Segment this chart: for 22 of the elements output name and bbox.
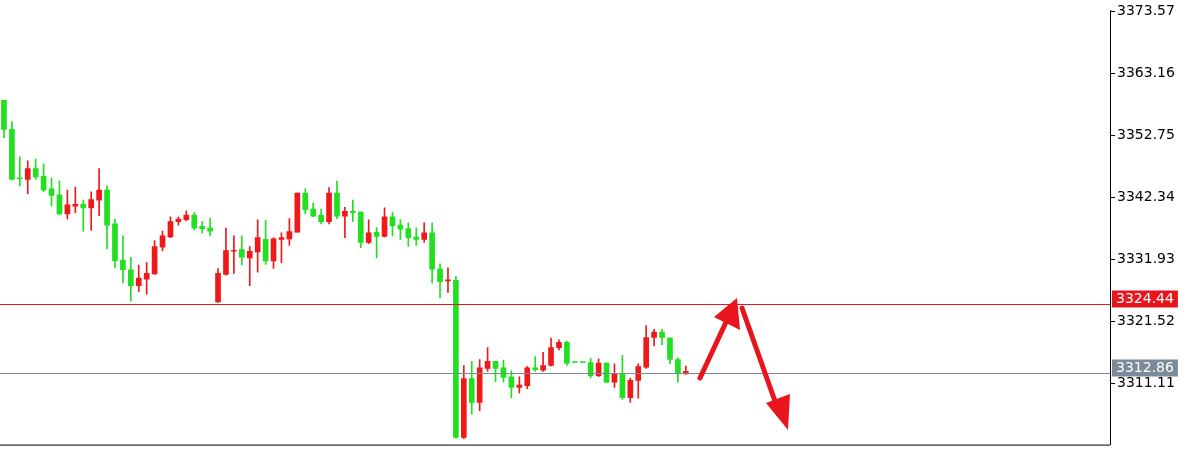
y-tick-label: 3331.93 [1117, 250, 1175, 267]
candlestick [199, 221, 206, 234]
ref-line-label: 3312.86 [1116, 359, 1174, 376]
candlestick [143, 262, 150, 295]
y-tick-label: 3342.34 [1117, 188, 1175, 205]
y-tick-label: 3373.57 [1117, 2, 1175, 19]
candlestick [231, 235, 237, 274]
candlestick [96, 168, 102, 216]
candlestick [246, 246, 253, 287]
ref-line-label: 3324.44 [1116, 290, 1174, 307]
candlestick [516, 376, 523, 394]
y-tick-label: 3321.52 [1117, 312, 1175, 328]
y-tick-label: 3363.16 [1117, 64, 1175, 81]
candlestick [120, 235, 126, 284]
y-tick-label: 3352.75 [1117, 126, 1175, 143]
candlestick [80, 199, 87, 232]
candlestick [349, 199, 356, 222]
candlestick [413, 227, 420, 246]
y-tick-label: 3311.11 [1117, 373, 1175, 390]
candlestick [16, 156, 23, 187]
candlestick [342, 206, 348, 238]
candlestick [88, 191, 95, 231]
